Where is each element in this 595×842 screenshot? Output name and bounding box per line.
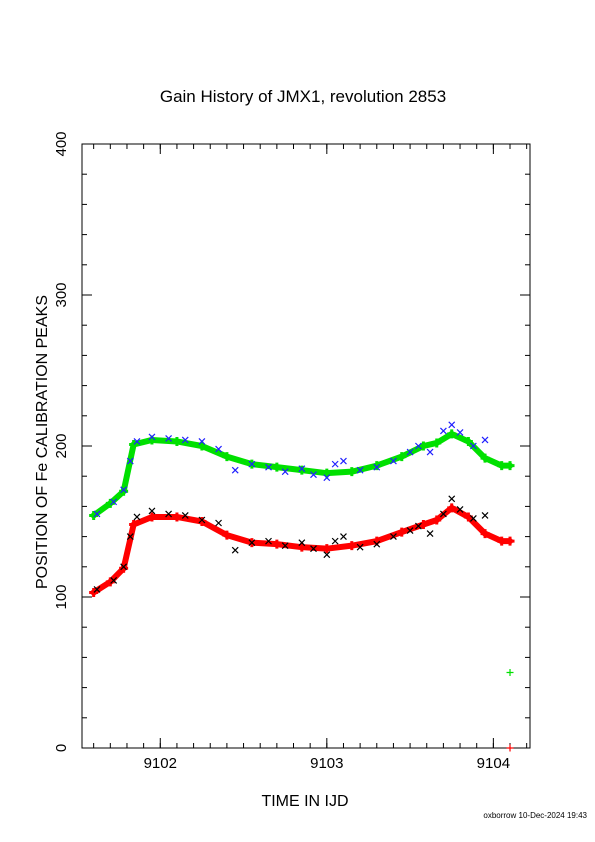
series-3-point bbox=[340, 533, 347, 541]
series-3-point bbox=[390, 533, 397, 541]
x-tick-label: 9103 bbox=[310, 755, 343, 772]
series-1-point bbox=[120, 486, 128, 494]
series-1-point bbox=[390, 457, 397, 465]
series-3-point bbox=[198, 516, 206, 524]
series-1-point bbox=[126, 457, 134, 465]
series-3-point bbox=[406, 527, 414, 534]
series-3-point bbox=[439, 510, 447, 518]
series-3-point bbox=[133, 513, 141, 521]
series-3-point bbox=[323, 551, 331, 559]
series-3-point bbox=[215, 519, 222, 527]
series-1-point bbox=[298, 465, 306, 473]
series-3-point bbox=[469, 515, 477, 522]
series-3-point bbox=[373, 540, 381, 548]
series-1-point bbox=[133, 438, 141, 445]
series-3-point bbox=[93, 586, 101, 593]
series-3-point bbox=[456, 505, 464, 513]
series-3-point bbox=[248, 539, 256, 547]
series-1-point bbox=[426, 448, 434, 456]
y-tick-label: 0 bbox=[53, 744, 70, 752]
series-1-point bbox=[281, 468, 289, 476]
series-1-point bbox=[340, 457, 347, 465]
series-1-point bbox=[469, 442, 477, 450]
y-tick-label: 400 bbox=[53, 131, 70, 156]
series-1-point bbox=[481, 436, 489, 444]
x-axis-label: TIME IN IJD bbox=[261, 793, 348, 810]
series-3-point bbox=[181, 512, 189, 519]
series-1-point bbox=[331, 460, 339, 468]
series-1-point bbox=[356, 466, 364, 474]
series-3-point bbox=[414, 522, 422, 530]
y-tick-label: 100 bbox=[53, 584, 70, 609]
plot-area: 0 100 200 300 400 9102 9103 9104 bbox=[53, 131, 531, 772]
series-0-trace bbox=[90, 430, 514, 519]
series-3-point bbox=[126, 533, 134, 541]
series-3-point bbox=[448, 495, 456, 503]
series-1-point bbox=[148, 433, 156, 441]
series-3-point bbox=[265, 537, 272, 545]
series-1-point bbox=[231, 466, 239, 474]
series-1-point bbox=[439, 427, 447, 435]
x-tick-label: 9102 bbox=[144, 755, 177, 772]
series-1-point bbox=[215, 445, 222, 453]
series-1-point bbox=[165, 435, 173, 442]
y-axis-label: POSITION OF Fe CALIBRATION PEAKS bbox=[34, 295, 51, 589]
series-4-point bbox=[506, 669, 514, 676]
series-3-point bbox=[110, 576, 118, 584]
plot-frame bbox=[81, 143, 531, 749]
series-1-point bbox=[310, 471, 317, 479]
series-1-point bbox=[373, 463, 381, 471]
series-1-point bbox=[198, 438, 206, 445]
series-3-point bbox=[310, 545, 317, 553]
series-3-point bbox=[281, 542, 289, 550]
series-3-point bbox=[165, 510, 173, 518]
series-3-point bbox=[298, 539, 306, 547]
series-1-point bbox=[323, 474, 331, 482]
series-3-point bbox=[481, 512, 489, 519]
series-1-point bbox=[265, 463, 272, 471]
series-1-point bbox=[456, 428, 464, 436]
series-1-point bbox=[414, 442, 422, 450]
series-1-point bbox=[248, 460, 256, 468]
series-3-point bbox=[148, 507, 156, 515]
series-3-point bbox=[120, 563, 128, 571]
series-3-point bbox=[426, 530, 434, 538]
series-1-point bbox=[110, 498, 118, 506]
y-tick-label: 300 bbox=[53, 282, 70, 307]
series-1-point bbox=[181, 436, 189, 444]
series-1-point bbox=[406, 448, 414, 456]
series-3-point bbox=[356, 543, 364, 551]
series-1-point bbox=[93, 510, 101, 518]
y-tick-label: 200 bbox=[53, 433, 70, 458]
series-3-point bbox=[231, 546, 239, 554]
chart-title: Gain History of JMX1, revolution 2853 bbox=[160, 87, 446, 106]
footer-credit: oxborrow 10-Dec-2024 19:43 bbox=[483, 811, 587, 820]
series-1-point bbox=[448, 421, 456, 429]
series-5-point bbox=[506, 744, 514, 752]
series-3-point bbox=[331, 537, 339, 545]
x-tick-label: 9104 bbox=[477, 755, 510, 772]
